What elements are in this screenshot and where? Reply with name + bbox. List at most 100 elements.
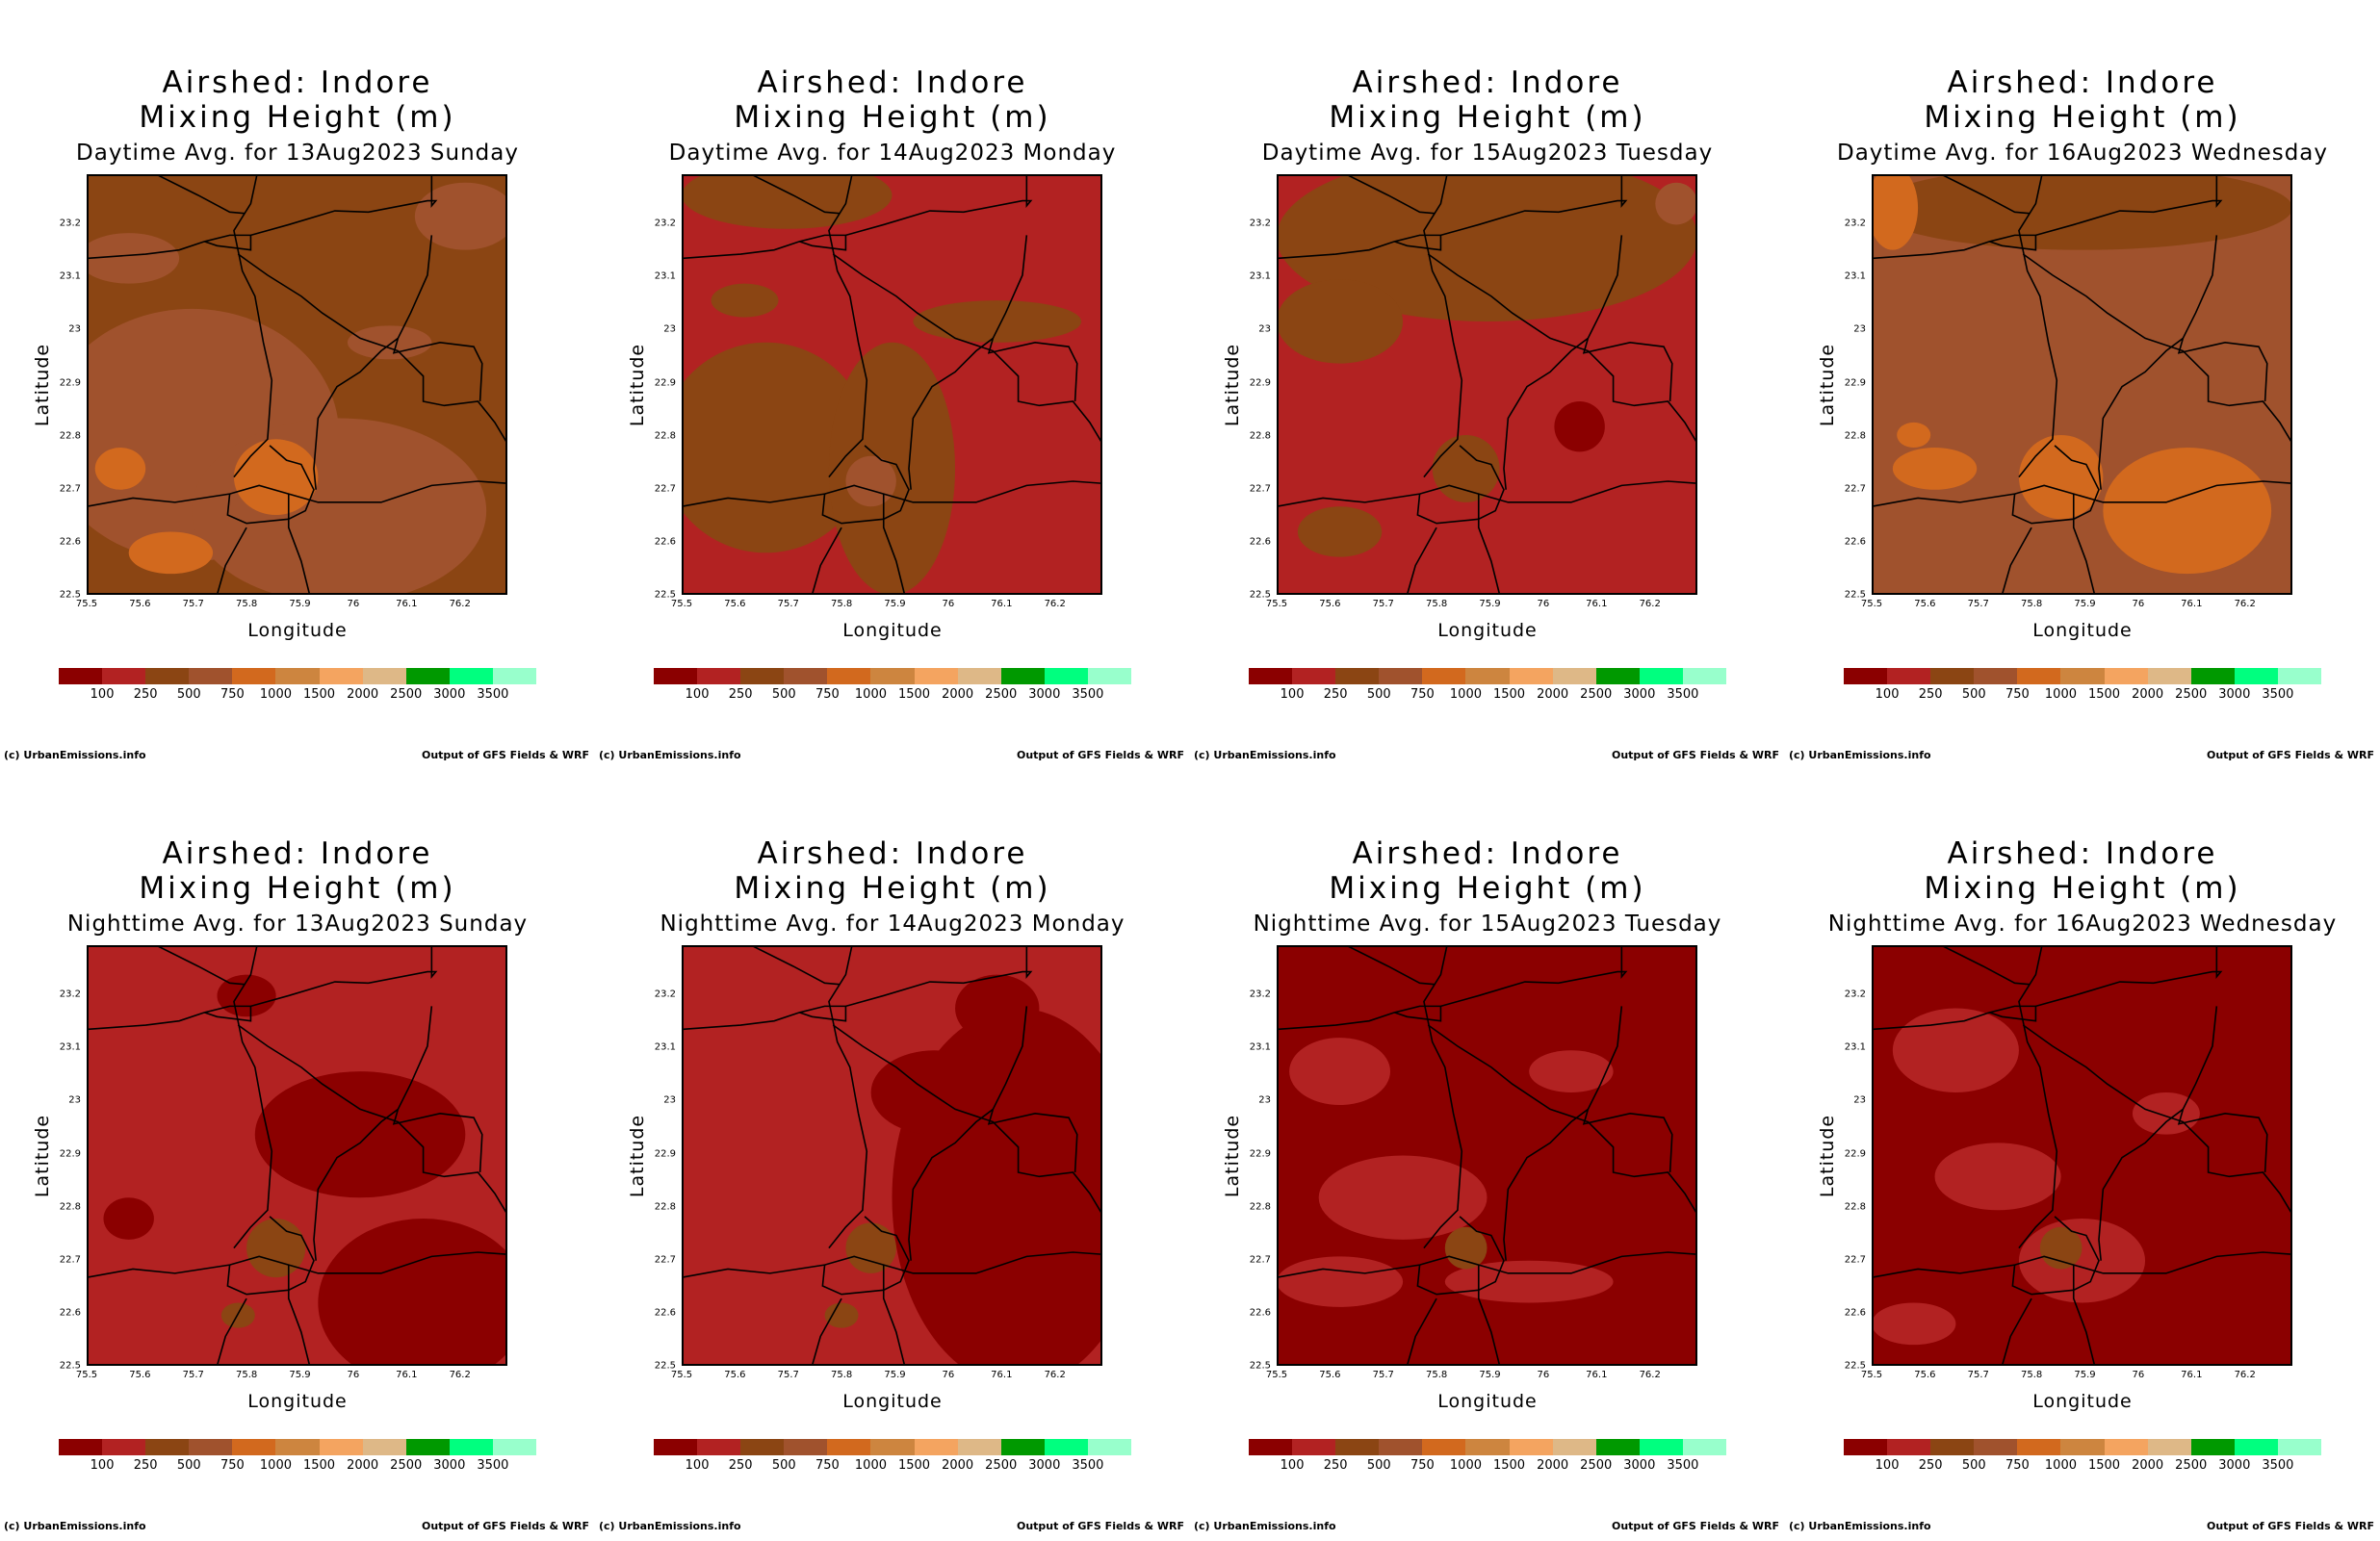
colorbar-swatch <box>1422 1439 1466 1455</box>
colorbar-label: 2500 <box>1580 1458 1613 1473</box>
road-line <box>1940 174 2030 215</box>
road-line <box>2022 253 2292 445</box>
y-tick-label: 22.5 <box>59 589 81 601</box>
x-tick-label: 75.6 <box>1914 599 1936 609</box>
colorbar-label: 100 <box>1875 1458 1900 1473</box>
x-tick-label: 76.2 <box>1044 1370 1066 1380</box>
colorbar-label: 500 <box>176 687 201 702</box>
x-tick-label: 76.2 <box>449 1370 471 1380</box>
x-axis-label: Longitude <box>2032 620 2133 641</box>
y-tick-label: 22.7 <box>1249 483 1271 495</box>
road-line <box>1427 1024 1697 1216</box>
field-region <box>2018 434 2104 520</box>
x-axis-label: Longitude <box>1437 620 1538 641</box>
x-tick-label: 76.1 <box>1586 599 1608 609</box>
y-tick-label: 23.1 <box>1844 1041 1866 1053</box>
map-panel: Airshed: Indore Mixing Height (m) Nighttim… <box>1190 771 1785 1541</box>
colorbar <box>654 1439 1132 1455</box>
y-tick-label: 23.2 <box>1844 218 1866 229</box>
road-line <box>1582 1006 1673 1173</box>
field-region <box>246 1219 306 1278</box>
y-tick-label: 23.2 <box>654 989 676 1000</box>
field-region <box>955 974 1040 1042</box>
map-period: Nighttime Avg. for 15Aug2023 Tuesday <box>1253 912 1722 937</box>
x-tick-label: 75.9 <box>289 1370 311 1380</box>
y-tick-label: 22.9 <box>1249 377 1271 389</box>
colorbar-label: 2000 <box>1537 1458 1569 1473</box>
x-tick-label: 76 <box>942 1370 955 1380</box>
colorbar-label: 1000 <box>1449 687 1482 702</box>
colorbar-label: 1500 <box>302 687 336 702</box>
x-tick-label: 75.7 <box>1372 1370 1394 1380</box>
x-tick-label: 75.5 <box>670 1370 693 1380</box>
road-line <box>882 494 906 595</box>
field-region <box>711 283 779 318</box>
field-region <box>192 418 487 595</box>
road-line <box>155 945 245 986</box>
map-variable: Mixing Height (m) <box>1329 100 1646 135</box>
colorbar-label: 1000 <box>259 687 292 702</box>
road-line <box>987 235 1078 402</box>
colorbar-swatch <box>1249 668 1293 684</box>
y-tick-label: 22.9 <box>1249 1148 1271 1160</box>
source-text: Output of GFS Fields & WRF <box>1016 1520 1184 1532</box>
road-line <box>908 1108 994 1261</box>
road-line <box>237 253 507 445</box>
map-title: Airshed: Indore <box>757 65 1028 100</box>
x-tick-label: 75.9 <box>1479 1370 1501 1380</box>
colorbar-swatch <box>1422 668 1466 684</box>
x-tick-label: 75.9 <box>884 1370 906 1380</box>
x-tick-label: 75.6 <box>1319 599 1341 609</box>
y-tick-label: 22.9 <box>654 1148 676 1160</box>
y-tick-label: 23 <box>1258 323 1271 335</box>
road-line <box>233 174 273 478</box>
y-tick-label: 22.8 <box>1249 1201 1271 1213</box>
credit-text: (c) UrbanEmissions.info <box>1789 1520 1931 1532</box>
credit-text: (c) UrbanEmissions.info <box>4 1520 146 1532</box>
road-line <box>1277 945 1628 1031</box>
colorbar-swatch <box>2060 1439 2105 1455</box>
road-line <box>1345 945 1435 986</box>
colorbar-label: 1500 <box>897 687 931 702</box>
road-line <box>87 945 438 1031</box>
road-line <box>1416 1216 1505 1296</box>
x-tick-label: 75.9 <box>884 599 906 609</box>
colorbar <box>59 1439 537 1455</box>
colorbar-swatch <box>827 668 871 684</box>
plot-frame <box>87 945 507 1366</box>
y-tick-label: 23.1 <box>59 270 81 282</box>
colorbar-label: 2500 <box>985 1458 1018 1473</box>
map-variable: Mixing Height (m) <box>734 100 1051 135</box>
colorbar-label: 750 <box>815 1458 840 1473</box>
road-line <box>987 1006 1078 1173</box>
colorbar-label: 3000 <box>2218 687 2251 702</box>
field-region <box>1444 1226 1488 1270</box>
credit-text: (c) UrbanEmissions.info <box>1194 749 1336 761</box>
road-line <box>828 174 868 478</box>
x-tick-label: 76 <box>1537 1370 1550 1380</box>
map-panel: Airshed: Indore Mixing Height (m) Daytime … <box>595 0 1190 770</box>
y-tick-label: 22.5 <box>1844 1360 1866 1372</box>
road-line <box>2011 445 2100 525</box>
x-tick-label: 76.2 <box>1044 599 1066 609</box>
road-line <box>1872 174 2223 260</box>
colorbar-label: 750 <box>2005 687 2030 702</box>
field-region <box>128 531 214 575</box>
colorbar-swatch <box>1844 1439 1888 1455</box>
colorbar-label: 1000 <box>1449 1458 1482 1473</box>
x-tick-label: 75.5 <box>1860 599 1883 609</box>
colorbar-swatch <box>449 1439 493 1455</box>
field-region <box>1554 400 1605 452</box>
road-line <box>1423 945 1463 1249</box>
field-region <box>94 448 146 490</box>
x-tick-label: 75.8 <box>1426 1370 1448 1380</box>
colorbar-swatch <box>492 668 537 684</box>
colorbar-label: 100 <box>1280 1458 1305 1473</box>
colorbar-label: 3000 <box>433 687 466 702</box>
y-tick-label: 23 <box>663 323 676 335</box>
x-tick-label: 76.1 <box>2181 1370 2203 1380</box>
y-tick-label: 22.6 <box>59 1307 81 1319</box>
colorbar-label: 2000 <box>2132 687 2164 702</box>
colorbar-label: 250 <box>133 687 158 702</box>
colorbar-label: 100 <box>1875 687 1900 702</box>
